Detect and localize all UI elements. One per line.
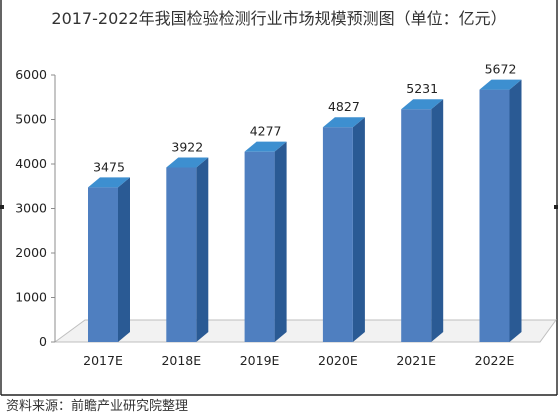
chart-title: 2017-2022年我国检验检测行业市场规模预测图（单位：亿元） — [51, 9, 506, 28]
x-category-label: 2017E — [83, 353, 123, 368]
y-tick-label: 5000 — [15, 112, 47, 127]
bar-side-face — [118, 177, 130, 342]
bar — [166, 157, 209, 342]
bar-top-face — [479, 79, 522, 90]
bar — [479, 79, 522, 342]
bar-front-face — [88, 187, 118, 342]
x-axis-labels: 2017E 2018E 2019E 2020E 2021E 2022E — [83, 353, 514, 368]
bar-top-face — [401, 99, 444, 110]
bar-top-face — [88, 177, 130, 188]
data-label: 3922 — [171, 139, 203, 154]
data-labels-group: 3475 3922 4277 4827 5231 5672 — [93, 62, 516, 175]
x-category-label: 2019E — [240, 353, 280, 368]
x-category-label: 2018E — [161, 353, 201, 368]
y-tick-label: 4000 — [15, 156, 47, 171]
y-tick-label: 1000 — [15, 290, 47, 305]
bar — [401, 99, 444, 343]
y-axis: 0 1000 2000 3000 4000 5000 6000 — [15, 67, 56, 349]
bar-front-face — [244, 151, 275, 342]
x-category-label: 2021E — [396, 353, 436, 368]
bars-group — [88, 79, 522, 343]
y-tick-label: 2000 — [15, 245, 47, 260]
bar — [88, 177, 130, 342]
bar-top-face — [322, 117, 365, 128]
data-label: 3475 — [93, 159, 125, 174]
data-label: 5672 — [485, 62, 517, 77]
x-category-label: 2020E — [318, 353, 358, 368]
bar-front-face — [322, 127, 353, 342]
bar-top-face — [244, 141, 287, 152]
bar-side-face — [352, 117, 365, 342]
bar — [244, 141, 287, 342]
frame-mark-right — [554, 205, 558, 209]
bar-side-face — [274, 141, 287, 342]
bar-front-face — [479, 89, 510, 342]
bar — [322, 117, 365, 342]
data-label: 4827 — [328, 99, 360, 114]
y-tick-label: 6000 — [15, 67, 47, 82]
x-category-label: 2022E — [475, 353, 515, 368]
source-note: 资料来源：前瞻产业研究院整理 — [6, 398, 188, 414]
bar-top-face — [166, 157, 209, 168]
y-tick-label: 3000 — [15, 201, 47, 216]
frame-mark-left — [0, 205, 4, 209]
bar-side-face — [196, 157, 209, 342]
y-tick-label: 0 — [39, 334, 47, 349]
bar-side-face — [431, 99, 444, 343]
data-label: 5231 — [406, 81, 438, 96]
bar-front-face — [401, 109, 432, 343]
data-label: 4277 — [250, 124, 282, 139]
bar-side-face — [509, 79, 522, 342]
bar-front-face — [166, 167, 197, 342]
